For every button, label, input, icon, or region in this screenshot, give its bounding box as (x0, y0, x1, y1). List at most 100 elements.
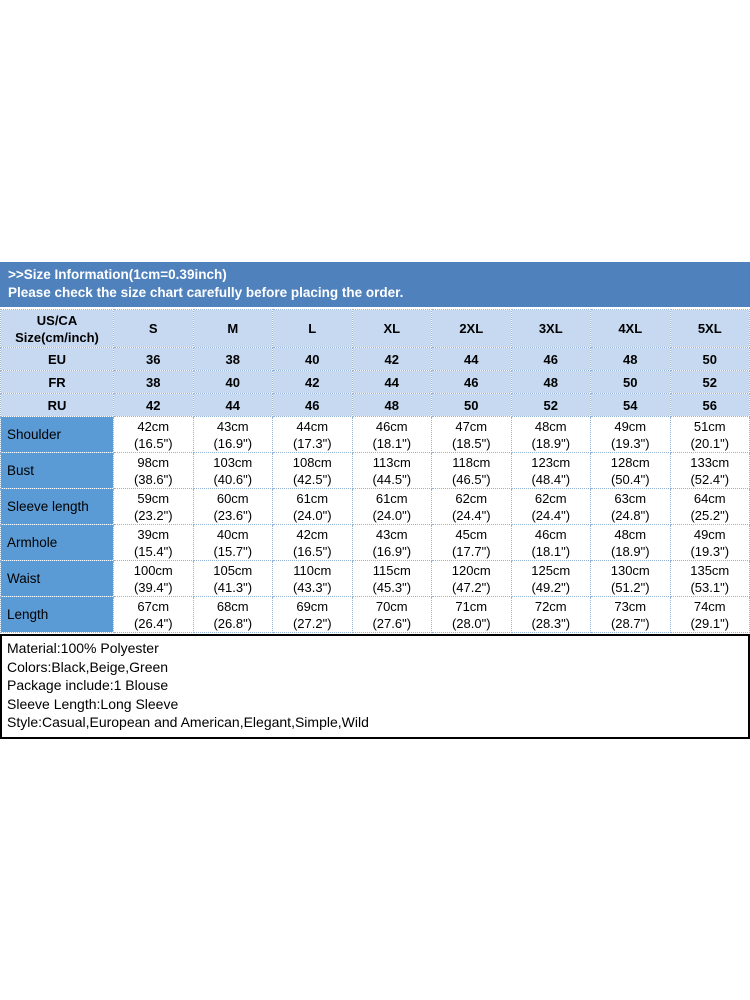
value-inch: (25.2") (690, 507, 730, 523)
value-inch: (44.5") (372, 471, 412, 487)
measurement-value-cell: 49cm (19.3") (590, 416, 671, 453)
value-cm: 135cm (690, 562, 730, 578)
value-cm: 44cm (296, 418, 329, 434)
value-inch: (45.3") (372, 579, 412, 595)
conversion-value-cell: 48 (590, 347, 671, 371)
size-column-header-5xl: 5XL (669, 309, 750, 348)
value-cm: 73cm (614, 598, 647, 614)
value-cm: 59cm (137, 490, 170, 506)
measurement-value-cell: 72cm (28.3") (510, 596, 591, 633)
measurement-value-cell: 70cm (27.6") (351, 596, 432, 633)
size-column-header-xl: XL (351, 309, 432, 348)
conversion-value-cell: 46 (431, 370, 512, 394)
measurement-value-cell: 42cm (16.5") (113, 416, 194, 453)
value-inch: (24.4") (451, 507, 491, 523)
conversion-value-cell: 56 (669, 393, 750, 417)
value-cm: 125cm (531, 562, 571, 578)
value-inch: (40.6") (213, 471, 253, 487)
measurement-value-cell: 62cm (24.4") (431, 488, 512, 525)
value-cm: 71cm (455, 598, 488, 614)
measurement-value-cell: 68cm (26.8") (192, 596, 273, 633)
measurement-value-cell: 42cm (16.5") (272, 524, 353, 561)
value-cm: 47cm (455, 418, 488, 434)
size-column-header-l: L (272, 309, 353, 348)
measurement-row-label: Bust (0, 452, 114, 489)
measurement-value-cell: 108cm (42.5") (272, 452, 353, 489)
value-cm: 110cm (293, 562, 332, 578)
measurement-row-label: Shoulder (0, 416, 114, 453)
value-inch: (24.8") (610, 507, 650, 523)
measurement-value-cell: 98cm (38.6") (113, 452, 194, 489)
value-cm: 70cm (375, 598, 408, 614)
conversion-value-cell: 42 (272, 370, 353, 394)
conversion-value-cell: 52 (510, 393, 591, 417)
value-cm: 103cm (213, 454, 253, 470)
value-cm: 43cm (375, 526, 408, 542)
banner-title: >>Size Information(1cm=0.39inch) (8, 267, 227, 282)
measurement-row-shoulder: Shoulder 42cm (16.5") 43cm (16.9") 44cm (17.3"… (0, 416, 750, 453)
measurement-value-cell: 105cm (41.3") (192, 560, 273, 597)
conversion-value-cell: 44 (351, 370, 432, 394)
value-cm: 40cm (216, 526, 249, 542)
value-inch: (16.9") (213, 435, 253, 451)
value-inch: (19.3") (690, 543, 730, 559)
measurement-value-cell: 130cm (51.2") (590, 560, 671, 597)
value-inch: (28.7") (610, 615, 650, 631)
conversion-value-cell: 46 (272, 393, 353, 417)
value-cm: 45cm (455, 526, 488, 542)
value-inch: (19.3") (610, 435, 650, 451)
value-inch: (17.7") (451, 543, 491, 559)
value-cm: 64cm (693, 490, 726, 506)
value-cm: 60cm (216, 490, 249, 506)
value-inch: (28.0") (451, 615, 491, 631)
measurement-value-cell: 69cm (27.2") (272, 596, 353, 633)
measurement-row-label: Sleeve length (0, 488, 114, 525)
conversion-value-cell: 50 (431, 393, 512, 417)
conversion-value-cell: 48 (510, 370, 591, 394)
value-inch: (16.9") (372, 543, 412, 559)
measurement-value-cell: 59cm (23.2") (113, 488, 194, 525)
conversion-value-cell: 40 (192, 370, 273, 394)
value-cm: 72cm (534, 598, 567, 614)
corner-header-cell: US/CA Size(cm/inch) (0, 309, 114, 348)
conversion-row-label: RU (0, 393, 114, 417)
value-cm: 120cm (451, 562, 491, 578)
product-info-line: Colors:Black,Beige,Green (7, 658, 169, 675)
measurement-value-cell: 48cm (18.9") (510, 416, 591, 453)
conversion-value-cell: 48 (351, 393, 432, 417)
measurement-value-cell: 67cm (26.4") (113, 596, 194, 633)
measurement-value-cell: 115cm (45.3") (351, 560, 432, 597)
conversion-value-cell: 38 (113, 370, 194, 394)
measurement-row-label: Armhole (0, 524, 114, 561)
value-inch: (20.1") (690, 435, 730, 451)
value-cm: 68cm (216, 598, 249, 614)
measurement-value-cell: 46cm (18.1") (510, 524, 591, 561)
product-info-box: Material:100% Polyester Colors:Black,Beig… (0, 634, 750, 739)
conversion-value-cell: 40 (272, 347, 353, 371)
size-info-banner: >>Size Information(1cm=0.39inch) Please … (0, 262, 750, 307)
value-inch: (27.2") (292, 615, 332, 631)
value-inch: (48.4") (531, 471, 571, 487)
value-inch: (23.6") (213, 507, 253, 523)
value-inch: (39.4") (133, 579, 173, 595)
measurement-value-cell: 40cm (15.7") (192, 524, 273, 561)
measurement-value-cell: 51cm (20.1") (669, 416, 750, 453)
value-cm: 49cm (614, 418, 647, 434)
measurement-value-cell: 110cm (43.3") (272, 560, 353, 597)
value-cm: 133cm (690, 454, 730, 470)
measurement-value-cell: 62cm (24.4") (510, 488, 591, 525)
size-column-header-3xl: 3XL (510, 309, 591, 348)
conversion-value-cell: 36 (113, 347, 194, 371)
measurement-value-cell: 64cm (25.2") (669, 488, 750, 525)
value-inch: (17.3") (292, 435, 332, 451)
value-cm: 46cm (375, 418, 408, 434)
value-cm: 61cm (296, 490, 329, 506)
measurement-value-cell: 73cm (28.7") (590, 596, 671, 633)
size-information-content: >>Size Information(1cm=0.39inch) Please … (0, 262, 750, 739)
measurement-value-cell: 125cm (49.2") (510, 560, 591, 597)
value-inch: (18.9") (531, 435, 571, 451)
value-cm: 43cm (216, 418, 249, 434)
conversion-value-cell: 52 (669, 370, 750, 394)
value-inch: (24.0") (292, 507, 332, 523)
